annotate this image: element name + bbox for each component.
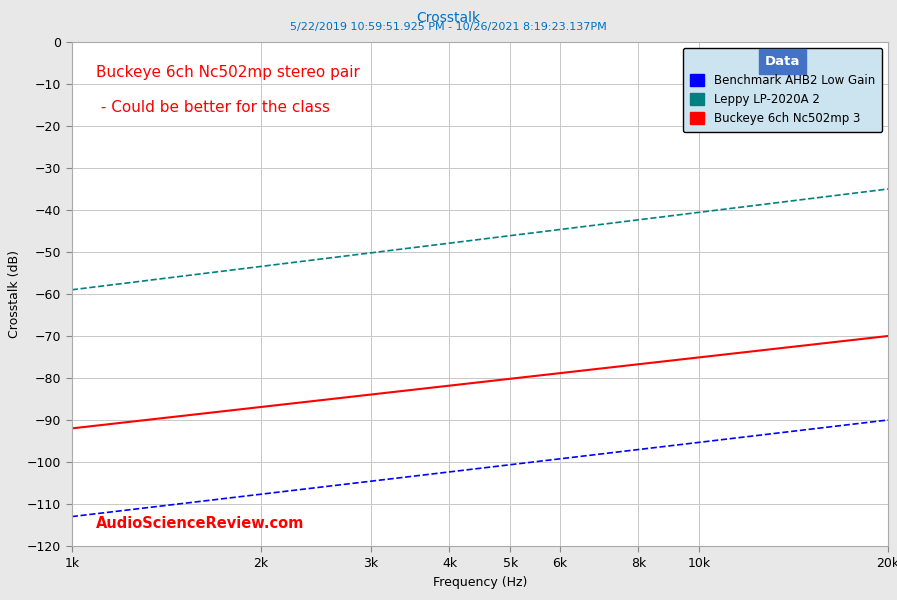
Text: AudioScienceReview.com: AudioScienceReview.com	[96, 516, 305, 531]
Text: Buckeye 6ch Nc502mp stereo pair: Buckeye 6ch Nc502mp stereo pair	[96, 65, 360, 80]
Text: Crosstalk: Crosstalk	[416, 11, 481, 25]
Y-axis label: Crosstalk (dB): Crosstalk (dB)	[8, 250, 22, 338]
Legend: Benchmark AHB2 Low Gain, Leppy LP-2020A 2, Buckeye 6ch Nc502mp 3: Benchmark AHB2 Low Gain, Leppy LP-2020A …	[684, 48, 882, 132]
Text: - Could be better for the class: - Could be better for the class	[96, 100, 330, 115]
X-axis label: Frequency (Hz): Frequency (Hz)	[432, 575, 527, 589]
Text: Ap: Ap	[782, 59, 806, 77]
Text: 5/22/2019 10:59:51.925 PM - 10/26/2021 8:19:23.137PM: 5/22/2019 10:59:51.925 PM - 10/26/2021 8…	[290, 22, 607, 32]
